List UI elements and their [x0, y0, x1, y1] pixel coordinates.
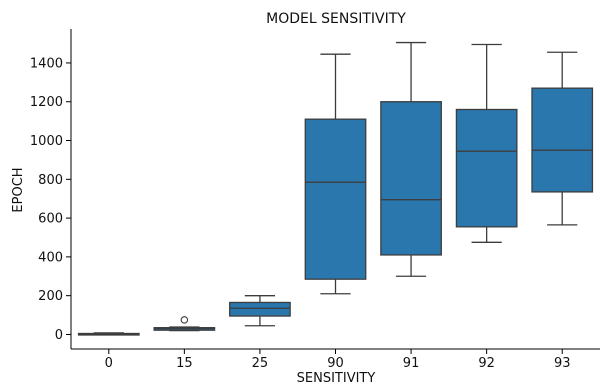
y-tick-label: 800	[38, 173, 63, 188]
plot-area: 0 200 400 600 800 1000 1200 1400 0 15 25 90 91 92 93	[30, 29, 600, 371]
y-tick-label: 200	[38, 289, 63, 304]
y-tick-label: 1000	[30, 134, 63, 149]
box-90	[304, 118, 367, 280]
x-tick-label: 92	[478, 356, 495, 371]
box-25	[229, 301, 291, 317]
x-axis-title: SENSITIVITY	[297, 371, 376, 385]
chart-title: MODEL SENSITIVITY	[266, 11, 406, 27]
y-tick-label: 400	[38, 250, 63, 265]
box-92	[455, 108, 518, 228]
y-axis-title: EPOCH	[11, 167, 26, 212]
y-tick-label: 0	[55, 328, 63, 343]
y-tick-label: 1400	[30, 56, 63, 71]
x-tick-label: 25	[252, 356, 269, 371]
x-tick-label: 90	[327, 356, 344, 371]
x-tick-label: 91	[403, 356, 420, 371]
box-91	[380, 101, 442, 256]
x-tick-label: 15	[176, 356, 193, 371]
outlier-point	[180, 316, 189, 324]
box-93	[531, 87, 594, 193]
y-tick-label: 600	[38, 212, 63, 227]
y-tick-label: 1200	[30, 95, 63, 110]
x-tick-label: 0	[105, 356, 113, 371]
x-tick-label: 93	[554, 356, 571, 371]
